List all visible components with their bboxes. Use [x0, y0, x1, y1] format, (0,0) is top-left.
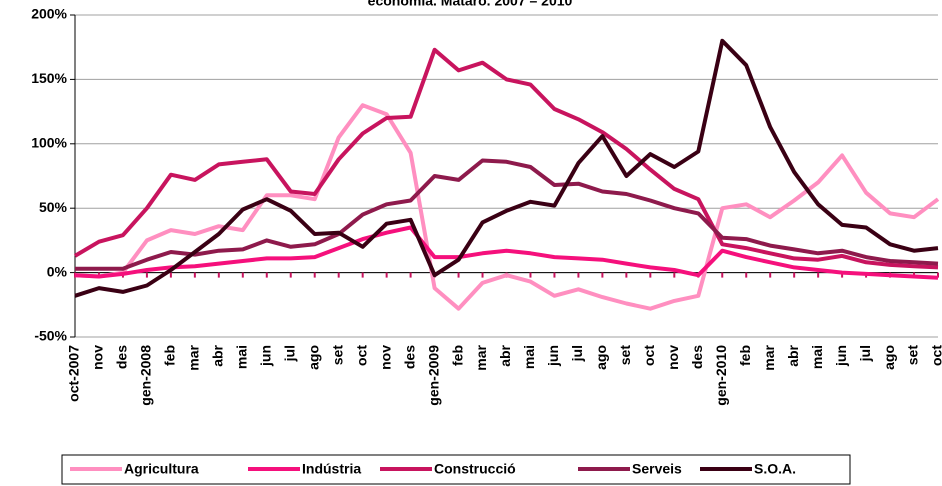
- x-tick-label: ago: [881, 345, 897, 370]
- x-tick-label: gen-2008: [138, 345, 154, 406]
- x-tick-label: mai: [521, 345, 537, 369]
- y-tick-label: -50%: [34, 328, 67, 344]
- x-tick-label: oct: [641, 345, 657, 366]
- legend-label: S.O.A.: [754, 461, 796, 477]
- y-tick-label: 50%: [39, 199, 68, 215]
- y-tick-label: 200%: [31, 6, 67, 22]
- series-line: [74, 103, 940, 311]
- x-tick-label: ago: [593, 345, 609, 370]
- x-tick-label: nov: [90, 345, 106, 370]
- x-tick-label: jul: [857, 345, 873, 362]
- x-tick-label: jun: [257, 345, 273, 367]
- x-tick-label: ago: [305, 345, 321, 370]
- x-tick-label: feb: [162, 345, 178, 366]
- x-tick-label: nov: [377, 345, 393, 370]
- series-line: [74, 225, 939, 280]
- x-tick-label: mai: [234, 345, 250, 369]
- x-tick-label: jul: [281, 345, 297, 362]
- series-line: [74, 38, 939, 298]
- y-tick-label: 150%: [31, 70, 67, 86]
- x-tick-label: abr: [785, 344, 801, 366]
- chart-title: economia. Mataró. 2007 – 2010: [368, 0, 573, 9]
- x-tick-label: mar: [473, 344, 489, 370]
- x-tick-label: nov: [665, 345, 681, 370]
- x-tick-label: jun: [833, 345, 849, 367]
- x-tick-label: oct-2007: [66, 345, 82, 402]
- x-tick-label: set: [617, 345, 633, 366]
- x-tick-label: feb: [737, 345, 753, 366]
- x-tick-label: mar: [186, 344, 202, 370]
- x-tick-label: set: [905, 345, 921, 366]
- x-tick-label: gen-2009: [425, 345, 441, 406]
- legend-label: Agricultura: [124, 461, 199, 477]
- x-tick-label: des: [114, 345, 130, 369]
- x-tick-label: abr: [497, 344, 513, 366]
- x-tick-label: oct: [929, 345, 942, 366]
- legend-label: Indústria: [302, 461, 361, 477]
- x-tick-label: set: [329, 345, 345, 366]
- x-tick-label: des: [689, 345, 705, 369]
- x-tick-label: jul: [569, 345, 585, 362]
- legend-label: Construcció: [434, 461, 516, 477]
- y-tick-label: 100%: [31, 135, 67, 151]
- y-tick-label: 0%: [47, 263, 68, 279]
- legend-label: Serveis: [632, 461, 682, 477]
- x-tick-label: abr: [210, 344, 226, 366]
- x-tick-label: feb: [449, 345, 465, 366]
- x-tick-label: gen-2010: [713, 345, 729, 406]
- series-line: [75, 158, 939, 271]
- x-tick-label: jun: [545, 345, 561, 367]
- x-tick-label: mai: [809, 345, 825, 369]
- x-tick-label: des: [401, 345, 417, 369]
- series-line: [73, 47, 939, 270]
- x-tick-label: mar: [761, 344, 777, 370]
- x-tick-label: oct: [353, 345, 369, 366]
